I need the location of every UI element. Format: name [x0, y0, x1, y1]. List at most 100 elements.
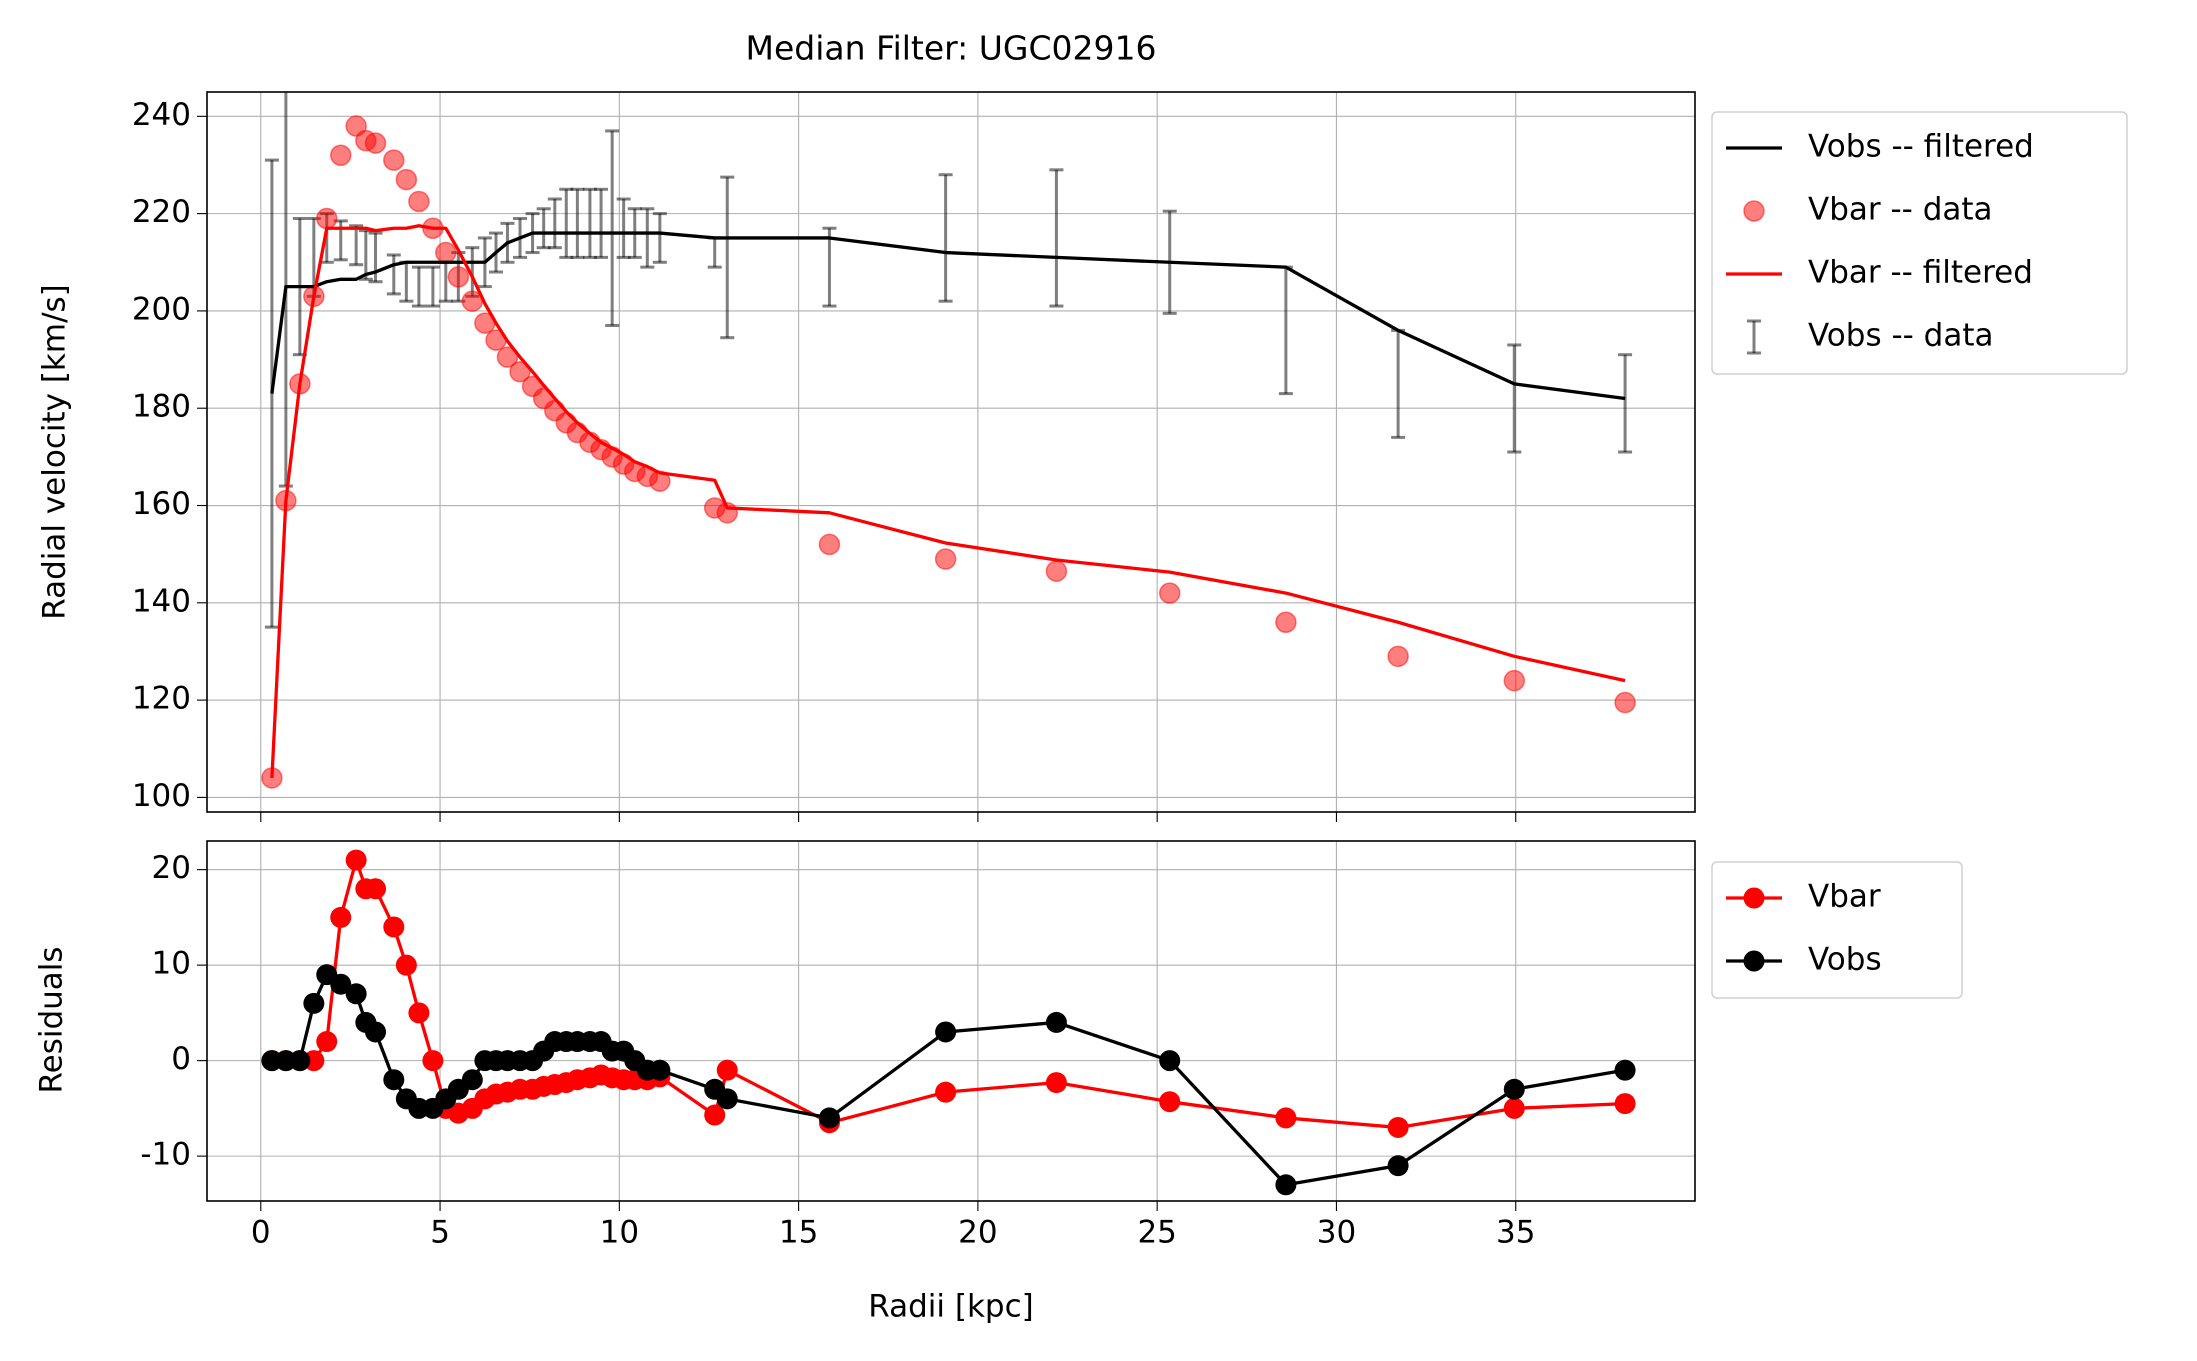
y-axis-label: Residuals	[34, 946, 70, 1093]
error-bar	[411, 265, 426, 308]
marker	[316, 1031, 338, 1053]
y-tick-label: 10	[152, 946, 191, 982]
marker	[1159, 1050, 1181, 1072]
marker	[1387, 1155, 1409, 1177]
y-tick-label: 220	[132, 194, 191, 230]
scatter-point	[435, 241, 457, 264]
scatter-point	[383, 149, 405, 171]
legend-label: Vobs -- data	[1808, 318, 1994, 354]
marker	[345, 983, 367, 1005]
x-tick-label: 10	[600, 1215, 639, 1251]
legend-frame	[1711, 111, 2128, 375]
scatter-point	[316, 207, 338, 230]
error-bar	[1618, 353, 1633, 454]
marker	[395, 954, 417, 976]
y-tick-label: 0	[171, 1041, 191, 1077]
marker	[935, 1021, 957, 1043]
legend-errorbar	[1747, 319, 1761, 355]
marker	[1503, 1078, 1525, 1100]
y-tick-label: -10	[140, 1137, 191, 1173]
error-bar	[386, 253, 401, 296]
marker	[1275, 1174, 1297, 1196]
marker	[461, 1069, 483, 1091]
legend: Vobs -- filtered Vbar -- data Vbar -- filt…	[1711, 111, 2128, 375]
error-bar	[349, 224, 364, 267]
error-bar	[640, 207, 655, 269]
error-bar	[594, 187, 609, 259]
scatter-point	[329, 144, 352, 166]
legend-label: Vobs -- filtered	[1808, 129, 2034, 165]
marker	[1045, 1072, 1067, 1094]
x-tick-label: 5	[430, 1215, 450, 1251]
marker	[1614, 1059, 1636, 1081]
marker	[1614, 1093, 1636, 1115]
x-axis-label: Radii [kpc]	[868, 1289, 1033, 1325]
error-bar	[1049, 168, 1064, 308]
y-tick-label: 200	[132, 291, 191, 327]
error-bar	[425, 265, 440, 308]
scatter-point	[496, 346, 519, 368]
chart-title: Median Filter: UGC02916	[745, 29, 1156, 68]
marker	[303, 992, 325, 1014]
plot-area	[261, 92, 1636, 789]
scatter-point	[934, 548, 957, 570]
x-tick-label: 15	[779, 1215, 818, 1251]
marker	[1503, 1097, 1525, 1119]
marker	[716, 1059, 738, 1081]
legend-frame	[1711, 861, 1963, 999]
plot-area	[261, 849, 1636, 1196]
marker	[1045, 1011, 1067, 1033]
y-tick-label: 100	[132, 778, 191, 814]
legend-label: Vbar	[1808, 879, 1881, 915]
legend-marker	[1743, 200, 1765, 222]
legend-label: Vbar -- data	[1808, 192, 1993, 228]
y-tick-label: 160	[132, 486, 191, 522]
x-tick-label: 30	[1317, 1215, 1356, 1251]
marker	[330, 973, 352, 995]
marker	[289, 1050, 311, 1072]
axes-frame	[206, 840, 1696, 1202]
scatter-point	[509, 360, 531, 383]
series-line	[270, 231, 1626, 401]
x-tick-label: 35	[1496, 1215, 1535, 1251]
marker	[330, 906, 352, 928]
marker	[935, 1081, 957, 1103]
x-tick-label: 25	[1137, 1215, 1176, 1251]
series-line	[270, 224, 1626, 779]
x-tick-label: 0	[251, 1215, 271, 1251]
error-bar	[720, 175, 735, 340]
y-tick-label: 180	[132, 389, 191, 425]
scatter-point	[1614, 691, 1636, 714]
error-bar	[652, 212, 667, 264]
marker	[1159, 1091, 1181, 1113]
y-tick-label: 20	[152, 850, 191, 886]
error-bar	[264, 158, 279, 629]
scatter-point	[364, 132, 387, 154]
scatter-point	[1158, 582, 1181, 604]
marker	[818, 1107, 840, 1129]
legend-label: Vobs	[1808, 942, 1882, 978]
x-tick-label: 20	[958, 1215, 997, 1251]
y-axis-label: Radial velocity [km/s]	[37, 284, 73, 620]
marker	[716, 1088, 738, 1110]
scatter-point	[447, 266, 470, 288]
marker	[345, 849, 367, 871]
scatter-point	[818, 533, 841, 556]
marker	[1387, 1116, 1409, 1138]
scatter-point	[1387, 645, 1409, 668]
error-bar	[822, 226, 837, 308]
legend-marker	[1743, 950, 1765, 972]
axes: 100 120 140 160 180 200 220 240 Vobs -- filtered…	[132, 91, 2128, 822]
error-bar	[605, 129, 620, 328]
y-tick-label: 140	[132, 583, 191, 619]
marker	[365, 878, 387, 900]
marker	[1275, 1107, 1297, 1129]
scatter-point	[1503, 669, 1526, 692]
legend-label: Vbar -- filtered	[1808, 255, 2033, 291]
scatter-point	[408, 190, 430, 213]
scatter-point	[1275, 611, 1297, 634]
scatter-point	[1045, 560, 1068, 582]
y-tick-label: 240	[132, 97, 191, 133]
error-bar	[938, 173, 953, 303]
